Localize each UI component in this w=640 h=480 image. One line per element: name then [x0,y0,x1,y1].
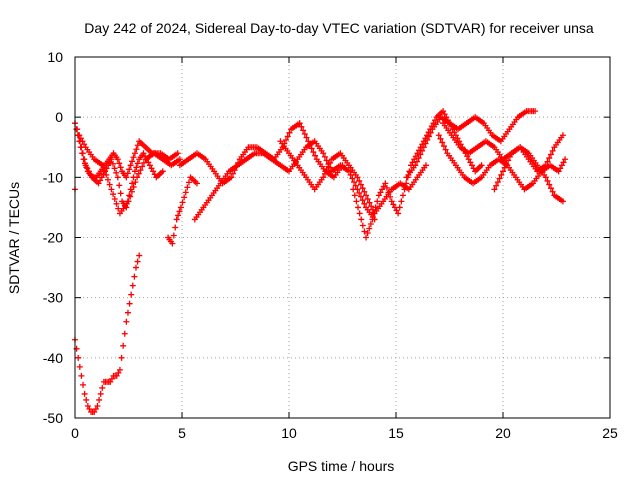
y-tick-label: 10 [47,49,63,65]
x-tick-label: 15 [388,425,404,441]
y-tick-label: -20 [43,230,63,246]
series-track-6 [277,138,429,217]
series-track-2 [74,126,166,211]
x-tick-label: 0 [71,425,79,441]
y-tick-label: 0 [55,109,63,125]
x-axis-label: GPS time / hours [288,458,395,474]
x-tick-label: 20 [495,425,511,441]
grid [75,57,610,418]
series-track-3 [76,132,183,217]
data-point-markers [72,174,200,247]
data-point-markers [76,132,183,217]
y-tick-label: -10 [43,169,63,185]
chart-title: Day 242 of 2024, Sidereal Day-to-day VTE… [84,20,594,36]
plot-frame [74,56,611,419]
data-point-markers [491,132,566,193]
series-track-7 [350,108,485,241]
y-tick-label: -40 [43,350,63,366]
x-tick-label: 5 [178,425,186,441]
y-tick-label: -30 [43,290,63,306]
data-point-markers [403,108,539,181]
x-tick-label: 25 [602,425,618,441]
y-axis-label: SDTVAR / TECUs [6,182,22,294]
series-track-11 [491,132,566,193]
series-track-13 [72,174,200,247]
tick-labels: 0 5 10 15 20 25 -50 -40 -30 -20 -10 0 10 [43,49,618,441]
data-point-markers [277,138,429,217]
y-tick-label: -50 [43,410,63,426]
data-point-markers [435,132,569,193]
series-track-8 [403,108,539,181]
series-track-12 [72,252,143,415]
x-tick-label: 10 [281,425,297,441]
data-point-markers [74,126,166,211]
data-marks [72,108,569,415]
data-point-markers [72,252,143,415]
series-track-9 [435,132,569,193]
data-point-markers [350,108,485,241]
